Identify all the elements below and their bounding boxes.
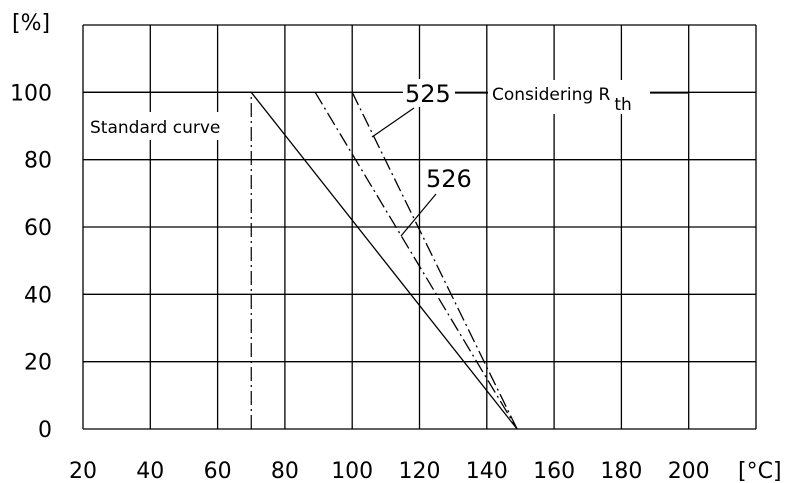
x-tick-label: 80 [271, 459, 299, 483]
y-tick-labels: 0 20 40 60 80 100 [10, 81, 52, 443]
x-tick-label: 20 [69, 459, 97, 483]
considering-subscript: th [614, 95, 631, 115]
x-tick-label: 40 [136, 459, 164, 483]
leader-526 [400, 193, 437, 237]
x-tick-label: 140 [466, 459, 508, 483]
x-tick-label: 120 [399, 459, 441, 483]
y-tick-label: 100 [10, 81, 52, 106]
label-525-bg [403, 79, 455, 107]
y-tick-label: 0 [38, 418, 52, 443]
y-tick-label: 60 [24, 216, 52, 241]
label-525: 525 [405, 80, 451, 108]
series-line-526 [314, 91, 518, 430]
label-526-bg [424, 162, 476, 190]
x-unit-label: [°C] [738, 459, 782, 483]
y-tick-label: 80 [24, 149, 52, 174]
x-tick-label: 180 [600, 459, 642, 483]
y-tick-label: 20 [24, 351, 52, 376]
x-tick-label: 200 [668, 459, 710, 483]
label-526: 526 [426, 165, 472, 193]
y-unit-label: [%] [12, 11, 50, 36]
series-lines [83, 91, 518, 430]
y-tick-label: 40 [24, 283, 52, 308]
x-tick-label: 60 [204, 459, 232, 483]
standard-curve-label-bg [87, 112, 237, 140]
leader-525 [371, 107, 415, 138]
considering-text: Considering R [492, 85, 611, 105]
x-tick-label: 100 [331, 459, 373, 483]
series-line-525 [351, 92, 518, 430]
standard-curve-label: Standard curve [90, 118, 220, 138]
series-line-standard-curve [83, 91, 518, 430]
x-tick-labels: 20 40 60 80 100 120 140 160 180 200 [69, 459, 710, 483]
considering-label-bg [488, 80, 650, 114]
x-tick-label: 160 [533, 459, 575, 483]
